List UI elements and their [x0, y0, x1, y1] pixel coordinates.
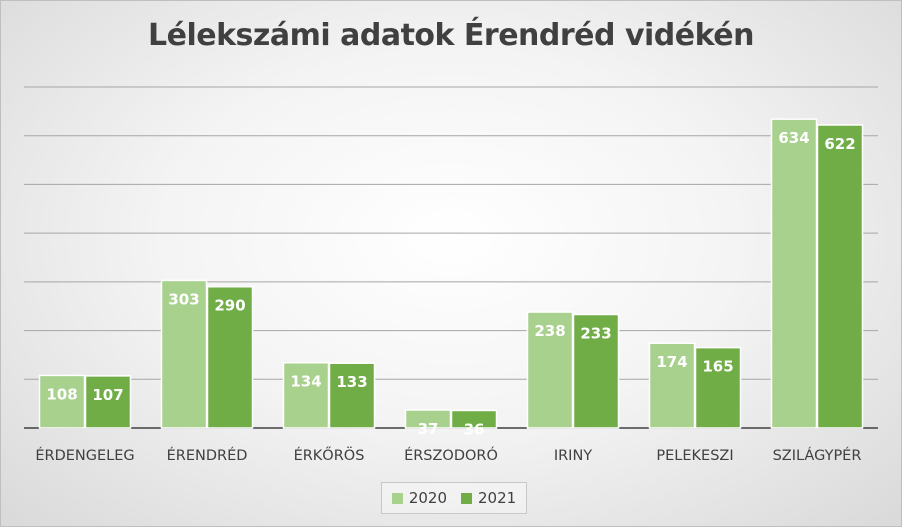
legend: 2020 2021	[381, 482, 527, 514]
data-label: 622	[824, 135, 855, 153]
chart-title: Lélekszámi adatok Érendréd vidékén	[148, 18, 754, 53]
x-tick-label: ÉRDENGELEG	[35, 447, 134, 464]
bar-2021-4	[572, 313, 620, 429]
data-label: 37	[418, 420, 439, 438]
bar-2021-5	[694, 346, 742, 429]
bar-2020-4	[526, 311, 574, 429]
bar-2020-2	[282, 361, 330, 429]
data-label: 303	[168, 290, 199, 308]
data-label: 290	[214, 297, 245, 315]
legend-label-2021: 2021	[478, 489, 517, 507]
bar-2021-6	[816, 124, 864, 429]
bar-2020-1	[160, 279, 208, 429]
data-label: 108	[46, 385, 77, 403]
bar-2020-5	[648, 342, 696, 429]
data-label: 634	[778, 129, 809, 147]
bar-2020-3	[404, 409, 452, 429]
x-tick-label: ÉRSZODORÓ	[404, 446, 498, 464]
data-label: 107	[92, 386, 123, 404]
bar-2021-3	[450, 409, 498, 429]
data-label: 36	[464, 420, 485, 438]
legend-item-2021: 2021	[461, 489, 516, 507]
bar-2021-0	[84, 375, 132, 429]
x-tick-label: PELEKESZI	[656, 448, 733, 464]
bar-2021-1	[206, 285, 254, 429]
legend-label-2020: 2020	[408, 489, 447, 507]
data-label: 133	[336, 373, 367, 391]
legend-swatch-2020	[391, 492, 403, 504]
x-tick-label: IRINY	[554, 448, 592, 464]
data-label: 165	[702, 358, 733, 376]
bar-2020-6	[770, 118, 818, 429]
x-tick-label: ÉRKŐRÖS	[294, 446, 365, 464]
x-tick-label: ÉRENDRÉD	[167, 447, 248, 464]
x-tick-label: SZILÁGYPÉR	[773, 447, 862, 464]
legend-swatch-2021	[461, 492, 472, 504]
data-label: 134	[290, 373, 321, 391]
legend-item-2020: 2020	[391, 489, 447, 507]
data-label: 233	[580, 324, 611, 342]
data-label: 238	[534, 322, 565, 340]
data-label: 174	[656, 353, 687, 371]
bar-2021-2	[328, 362, 376, 429]
bar-2020-0	[38, 374, 86, 429]
